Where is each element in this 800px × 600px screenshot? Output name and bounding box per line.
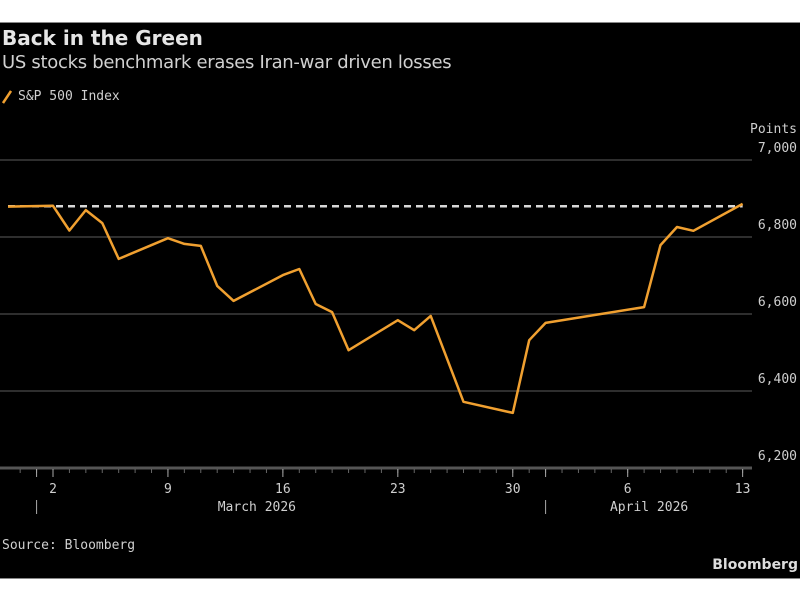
y-tick-label: 6,800 [758,218,797,233]
legend-line-icon [2,89,12,104]
chart-subtitle: US stocks benchmark erases Iran-war driv… [2,52,452,73]
legend-label: S&P 500 Index [18,89,120,104]
y-tick-label: 7,000 [758,141,797,156]
x-tick-label: 23 [390,482,406,497]
x-tick-label: 2 [49,482,57,497]
series-line-sp500 [7,202,744,415]
x-tick-label: 6 [624,482,632,497]
x-tick-label: 30 [505,482,521,497]
legend: S&P 500 Index [2,89,120,104]
month-label: March 2026 [218,500,296,515]
chart-frame: Back in the Green US stocks benchmark er… [0,22,800,579]
month-label: April 2026 [610,500,688,515]
source-note: Source: Bloomberg [2,538,136,553]
x-tick-label: 16 [275,482,291,497]
y-tick-label: 6,600 [758,295,797,310]
bloomberg-logo: Bloomberg [712,557,798,573]
x-tick-label: 13 [735,482,751,497]
y-tick-label: 6,200 [758,449,797,464]
x-tick-label: 9 [164,482,172,497]
chart-title: Back in the Green [2,26,203,50]
y-tick-label: 6,400 [758,372,797,387]
y-axis-label: Points [750,122,797,137]
